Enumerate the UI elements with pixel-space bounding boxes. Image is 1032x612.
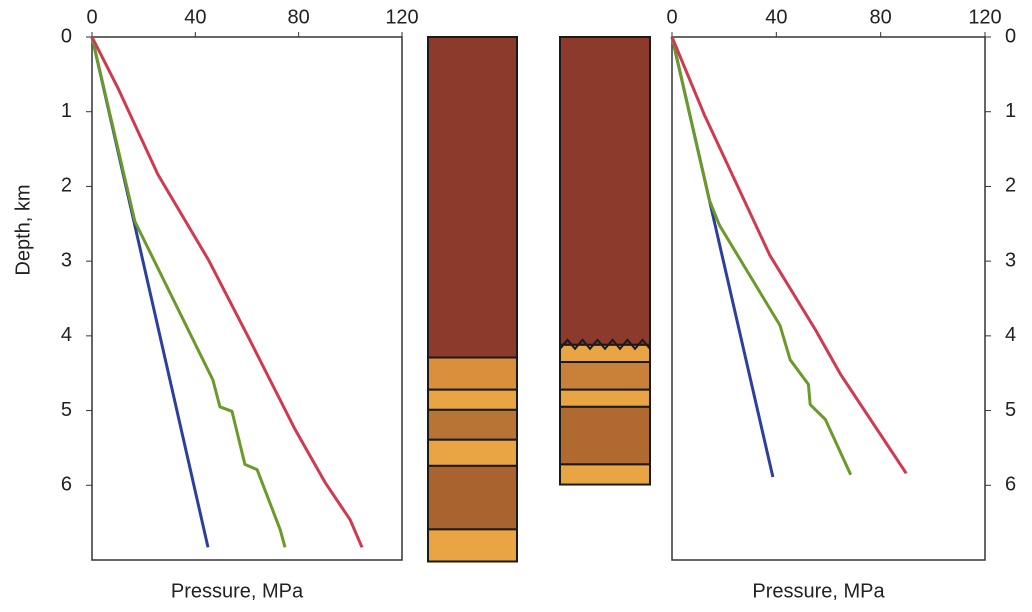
rock-layer: [559, 463, 651, 486]
y-tick-label: 0: [61, 25, 72, 47]
pressure-line: [670, 36, 853, 476]
rock-layer: [427, 408, 518, 441]
y-axis-label: Depth, km: [12, 184, 34, 275]
rock-layer: [427, 388, 518, 411]
y-tick-label: 5: [61, 399, 72, 421]
pressure-line: [90, 36, 287, 548]
y-tick-label: 6: [61, 474, 72, 496]
rock-layer: [427, 464, 518, 531]
y-tick-label: 4: [61, 324, 72, 346]
x-tick-label: 0: [666, 6, 677, 28]
x-axis-label: Pressure, MPa: [752, 580, 885, 602]
rock-layer: [559, 361, 651, 391]
x-tick-label: 80: [288, 6, 310, 28]
y-tick-label: 3: [61, 249, 72, 271]
x-tick-label: 80: [870, 6, 892, 28]
pressure-line: [670, 36, 908, 475]
y-tick-label: 2: [1005, 175, 1016, 197]
rock-layer: [427, 36, 518, 359]
pressure-line: [90, 36, 364, 548]
x-tick-label: 0: [86, 6, 97, 28]
y-tick-label: 3: [1005, 249, 1016, 271]
rock-layer: [559, 405, 651, 466]
rock-layer: [427, 438, 518, 467]
x-tick-label: 120: [968, 6, 1001, 28]
y-tick-label: 1: [61, 100, 72, 122]
rock-layer: [559, 388, 651, 408]
y-tick-label: 2: [61, 175, 72, 197]
plot-frame: [671, 36, 986, 561]
rock-layer: [427, 528, 518, 563]
y-tick-label: 1: [1005, 100, 1016, 122]
y-tick-label: 0: [1005, 25, 1016, 47]
rock-layer: [427, 356, 518, 391]
y-tick-label: 6: [1005, 474, 1016, 496]
y-tick-label: 4: [1005, 324, 1016, 346]
x-tick-label: 120: [385, 6, 418, 28]
x-tick-label: 40: [765, 6, 787, 28]
rock-layer: [559, 36, 651, 346]
plot-frame: [91, 36, 403, 561]
unconformity: [559, 338, 651, 351]
x-tick-label: 40: [184, 6, 206, 28]
y-tick-label: 5: [1005, 399, 1016, 421]
x-axis-label: Pressure, MPa: [171, 580, 304, 602]
